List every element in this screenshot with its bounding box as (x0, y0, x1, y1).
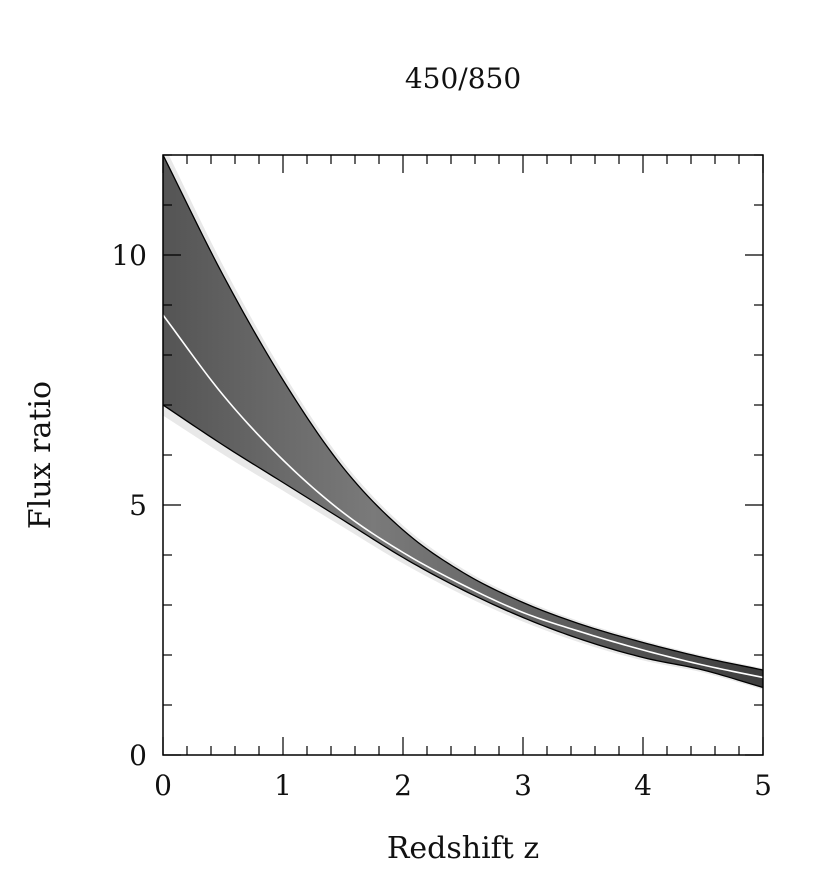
y-tick-label: 5 (129, 489, 147, 522)
y-axis-label: Flux ratio (23, 381, 58, 529)
x-tick-label: 5 (754, 769, 772, 802)
x-tick-label: 0 (154, 769, 172, 802)
tick-labels: 0 1 2 3 4 5 0 5 10 (111, 239, 772, 802)
median-line (163, 314, 763, 679)
y-tick-label: 0 (129, 739, 147, 772)
x-tick-label: 2 (394, 769, 412, 802)
x-axis-label: Redshift z (387, 831, 539, 866)
x-tick-label: 4 (634, 769, 652, 802)
lower-bound-line (163, 404, 763, 689)
ticks (162, 154, 764, 756)
x-tick-label: 1 (274, 769, 292, 802)
plot-area (163, 155, 763, 755)
series-layer (163, 155, 763, 689)
y-tick-label: 10 (111, 239, 147, 272)
x-tick-label: 3 (514, 769, 532, 802)
chart-title: 450/850 (405, 62, 521, 95)
density-band (163, 155, 763, 688)
upper-bound-line (163, 155, 763, 671)
